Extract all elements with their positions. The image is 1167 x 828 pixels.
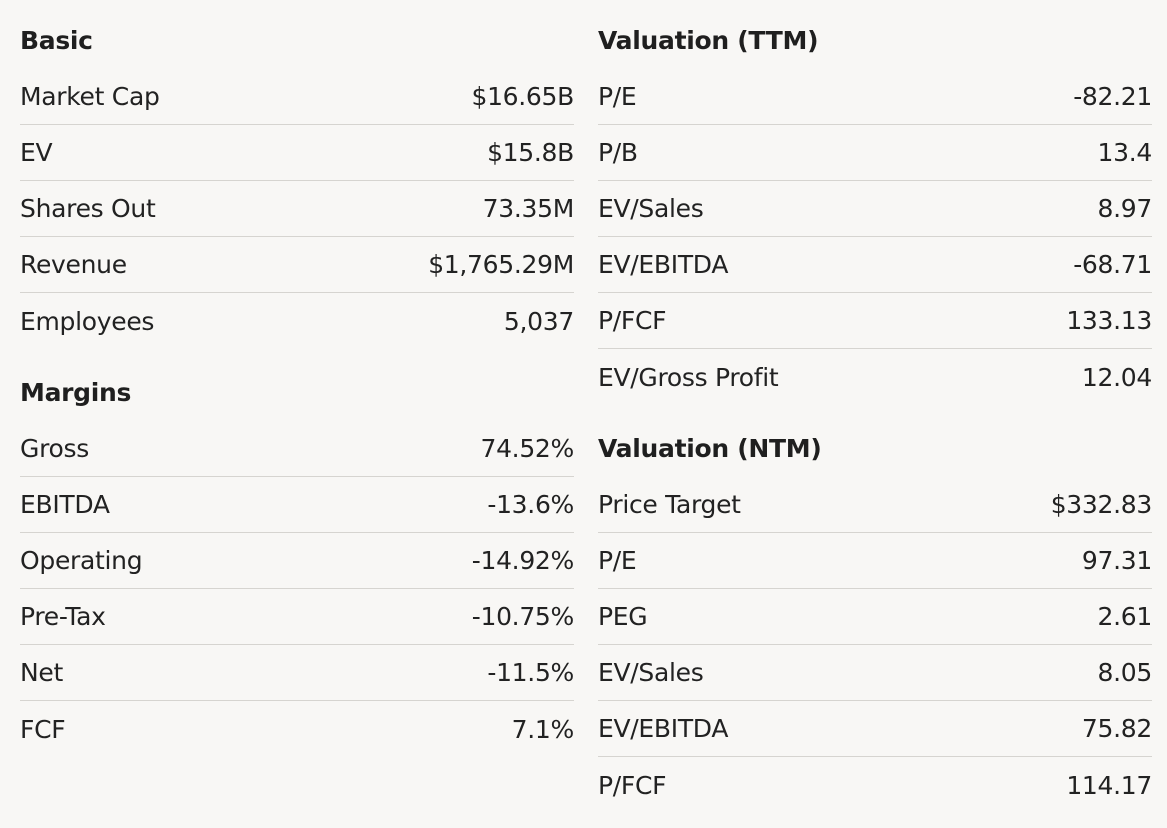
stat-value: -14.92% (471, 546, 575, 575)
stat-value: -10.75% (471, 602, 575, 631)
stat-value: 114.17 (1066, 770, 1152, 800)
stat-label: Net (20, 658, 63, 687)
stat-value: -68.71 (1073, 250, 1152, 279)
stat-label: P/FCF (598, 770, 667, 800)
stat-value: $1,765.29M (428, 250, 574, 279)
stat-value: 73.35M (482, 194, 575, 223)
section-gap (20, 349, 574, 365)
stat-row-market-cap: Market Cap $16.65B (20, 69, 574, 125)
stat-row-employees: Employees 5,037 (20, 293, 574, 349)
stat-row-ev-ebitda-ttm: EV/EBITDA -68.71 (598, 237, 1152, 293)
valuation-ttm-section-title: Valuation (TTM) (598, 26, 819, 55)
valuation-ntm-section-title: Valuation (NTM) (598, 434, 822, 463)
stat-value: 75.82 (1081, 714, 1152, 743)
basic-section-title: Basic (20, 26, 93, 55)
stat-row-ev-sales-ntm: EV/Sales 8.05 (598, 645, 1152, 701)
stat-label: EBITDA (20, 490, 110, 519)
stat-row-pe-ttm: P/E -82.21 (598, 69, 1152, 125)
stat-value: $332.83 (1050, 490, 1153, 519)
stat-value: $15.8B (487, 138, 574, 167)
stat-label: P/E (598, 82, 637, 111)
right-column: Valuation (TTM) P/E -82.21 P/B 13.4 EV/S… (598, 13, 1152, 813)
stat-label: EV/Gross Profit (598, 362, 779, 392)
valuation-ntm-section: Price Target $332.83 P/E 97.31 PEG 2.61 … (598, 477, 1152, 813)
stat-label: EV/Sales (598, 658, 704, 687)
stat-label: Employees (20, 306, 155, 336)
stat-label: Operating (20, 546, 143, 575)
stat-value: 2.61 (1097, 602, 1153, 631)
stat-row-shares-out: Shares Out 73.35M (20, 181, 574, 237)
stat-label: Shares Out (20, 194, 156, 223)
stat-value: $16.65B (471, 82, 574, 111)
stat-row-p-fcf-ntm: P/FCF 114.17 (598, 757, 1152, 813)
stat-value: 74.52% (480, 434, 574, 463)
stat-label: Revenue (20, 250, 127, 279)
stat-label: EV/EBITDA (598, 250, 729, 279)
stat-row-ebitda: EBITDA -13.6% (20, 477, 574, 533)
valuation-ttm-section: P/E -82.21 P/B 13.4 EV/Sales 8.97 EV/EBI… (598, 69, 1152, 405)
stat-row-pb-ttm: P/B 13.4 (598, 125, 1152, 181)
stat-value: 133.13 (1066, 306, 1152, 335)
stat-label: P/FCF (598, 306, 667, 335)
stat-label: EV (20, 138, 53, 167)
stat-value: 12.04 (1081, 362, 1152, 392)
stat-row-ev-sales-ttm: EV/Sales 8.97 (598, 181, 1152, 237)
stat-value: 97.31 (1081, 546, 1152, 575)
stat-row-ev-ebitda-ntm: EV/EBITDA 75.82 (598, 701, 1152, 757)
stat-row-operating: Operating -14.92% (20, 533, 574, 589)
stat-row-revenue: Revenue $1,765.29M (20, 237, 574, 293)
stat-row-gross: Gross 74.52% (20, 421, 574, 477)
stat-row-ev: EV $15.8B (20, 125, 574, 181)
stat-value: -13.6% (487, 490, 574, 519)
stat-row-pre-tax: Pre-Tax -10.75% (20, 589, 574, 645)
stat-row-ev-gross-profit-ttm: EV/Gross Profit 12.04 (598, 349, 1152, 405)
margins-section: Gross 74.52% EBITDA -13.6% Operating -14… (20, 421, 574, 757)
stat-row-p-fcf-ttm: P/FCF 133.13 (598, 293, 1152, 349)
stat-label: P/B (598, 138, 638, 167)
stat-value: 13.4 (1097, 138, 1153, 167)
stat-label: EV/Sales (598, 194, 704, 223)
stat-label: Pre-Tax (20, 602, 106, 631)
stat-label: P/E (598, 546, 637, 575)
stat-label: Market Cap (20, 82, 160, 111)
stat-value: 8.05 (1097, 658, 1153, 687)
stat-value: 7.1% (511, 714, 575, 744)
stat-value: -11.5% (487, 658, 574, 687)
stat-label: EV/EBITDA (598, 714, 729, 743)
stat-row-fcf: FCF 7.1% (20, 701, 574, 757)
stat-label: Gross (20, 434, 89, 463)
left-column: Basic Market Cap $16.65B EV $15.8B Share… (20, 13, 574, 757)
stat-row-peg-ntm: PEG 2.61 (598, 589, 1152, 645)
margins-section-title: Margins (20, 378, 132, 407)
stat-label: PEG (598, 602, 648, 631)
stat-label: FCF (20, 714, 66, 744)
stat-value: -82.21 (1073, 82, 1152, 111)
stat-row-price-target-ntm: Price Target $332.83 (598, 477, 1152, 533)
basic-section: Market Cap $16.65B EV $15.8B Shares Out … (20, 69, 574, 349)
stat-value: 5,037 (503, 306, 574, 336)
stat-row-net: Net -11.5% (20, 645, 574, 701)
stat-row-pe-ntm: P/E 97.31 (598, 533, 1152, 589)
section-gap (598, 405, 1152, 421)
stat-label: Price Target (598, 490, 741, 519)
stat-value: 8.97 (1097, 194, 1153, 223)
